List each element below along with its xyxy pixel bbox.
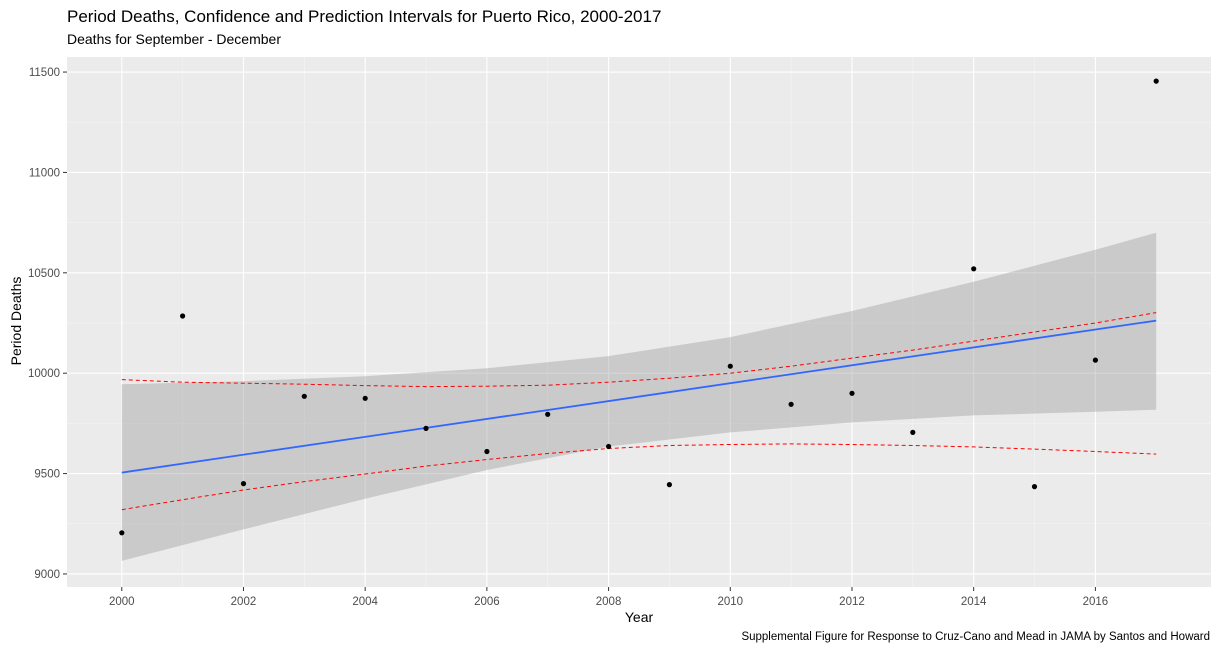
data-point bbox=[301, 393, 307, 399]
data-point bbox=[545, 411, 551, 417]
y-tick-label: 11000 bbox=[29, 167, 60, 179]
y-axis: 9000 9500 10000 10500 11000 11500 bbox=[28, 67, 67, 581]
x-tick-label: 2008 bbox=[596, 596, 622, 608]
y-tick-label: 10500 bbox=[28, 268, 60, 280]
x-tick-label: 2002 bbox=[231, 596, 257, 608]
data-point bbox=[240, 481, 247, 487]
prediction-interval-line bbox=[121, 443, 1157, 511]
major-gridlines bbox=[67, 57, 1211, 587]
data-point bbox=[606, 443, 612, 450]
x-tick-label: 2012 bbox=[839, 596, 865, 608]
data-point bbox=[362, 395, 368, 401]
x-tick-label: 2004 bbox=[352, 596, 378, 608]
data-point bbox=[119, 530, 125, 536]
y-tick-label: 9500 bbox=[34, 469, 60, 481]
data-point bbox=[727, 363, 733, 369]
data-point bbox=[180, 313, 186, 319]
y-axis-label: Period Deaths bbox=[8, 276, 24, 366]
data-point bbox=[423, 425, 429, 431]
data-point bbox=[1031, 484, 1038, 490]
minor-gridlines bbox=[67, 57, 1211, 587]
chart-title: Period Deaths, Confidence and Prediction… bbox=[67, 7, 662, 26]
plot-panel bbox=[67, 57, 1211, 587]
data-point bbox=[849, 390, 855, 396]
lines-layer bbox=[121, 312, 1157, 511]
x-tick-label: 2010 bbox=[717, 596, 743, 608]
data-point bbox=[1153, 78, 1159, 84]
points-layer bbox=[119, 78, 1159, 536]
x-tick-label: 2014 bbox=[961, 596, 987, 608]
data-point bbox=[1092, 357, 1098, 363]
data-point bbox=[971, 266, 977, 272]
prediction-interval-line bbox=[121, 312, 1157, 388]
data-point bbox=[484, 448, 490, 455]
x-tick-label: 2006 bbox=[474, 596, 500, 608]
x-axis-label: Year bbox=[624, 609, 654, 625]
y-tick-label: 11500 bbox=[29, 67, 60, 79]
y-tick-label: 9000 bbox=[34, 569, 60, 581]
x-axis: 2000 2002 2004 2006 2008 2010 2012 2014 2016 bbox=[109, 587, 1108, 608]
chart-subtitle: Deaths for September - December bbox=[67, 31, 281, 47]
x-tick-label: 2016 bbox=[1083, 596, 1109, 608]
x-tick-label: 2000 bbox=[109, 596, 135, 608]
data-point bbox=[788, 401, 794, 407]
chart-caption: Supplemental Figure for Response to Cruz… bbox=[741, 631, 1210, 643]
data-point bbox=[666, 482, 673, 488]
data-point bbox=[910, 429, 916, 435]
y-tick-label: 10000 bbox=[28, 368, 60, 380]
regression-line bbox=[121, 319, 1157, 474]
